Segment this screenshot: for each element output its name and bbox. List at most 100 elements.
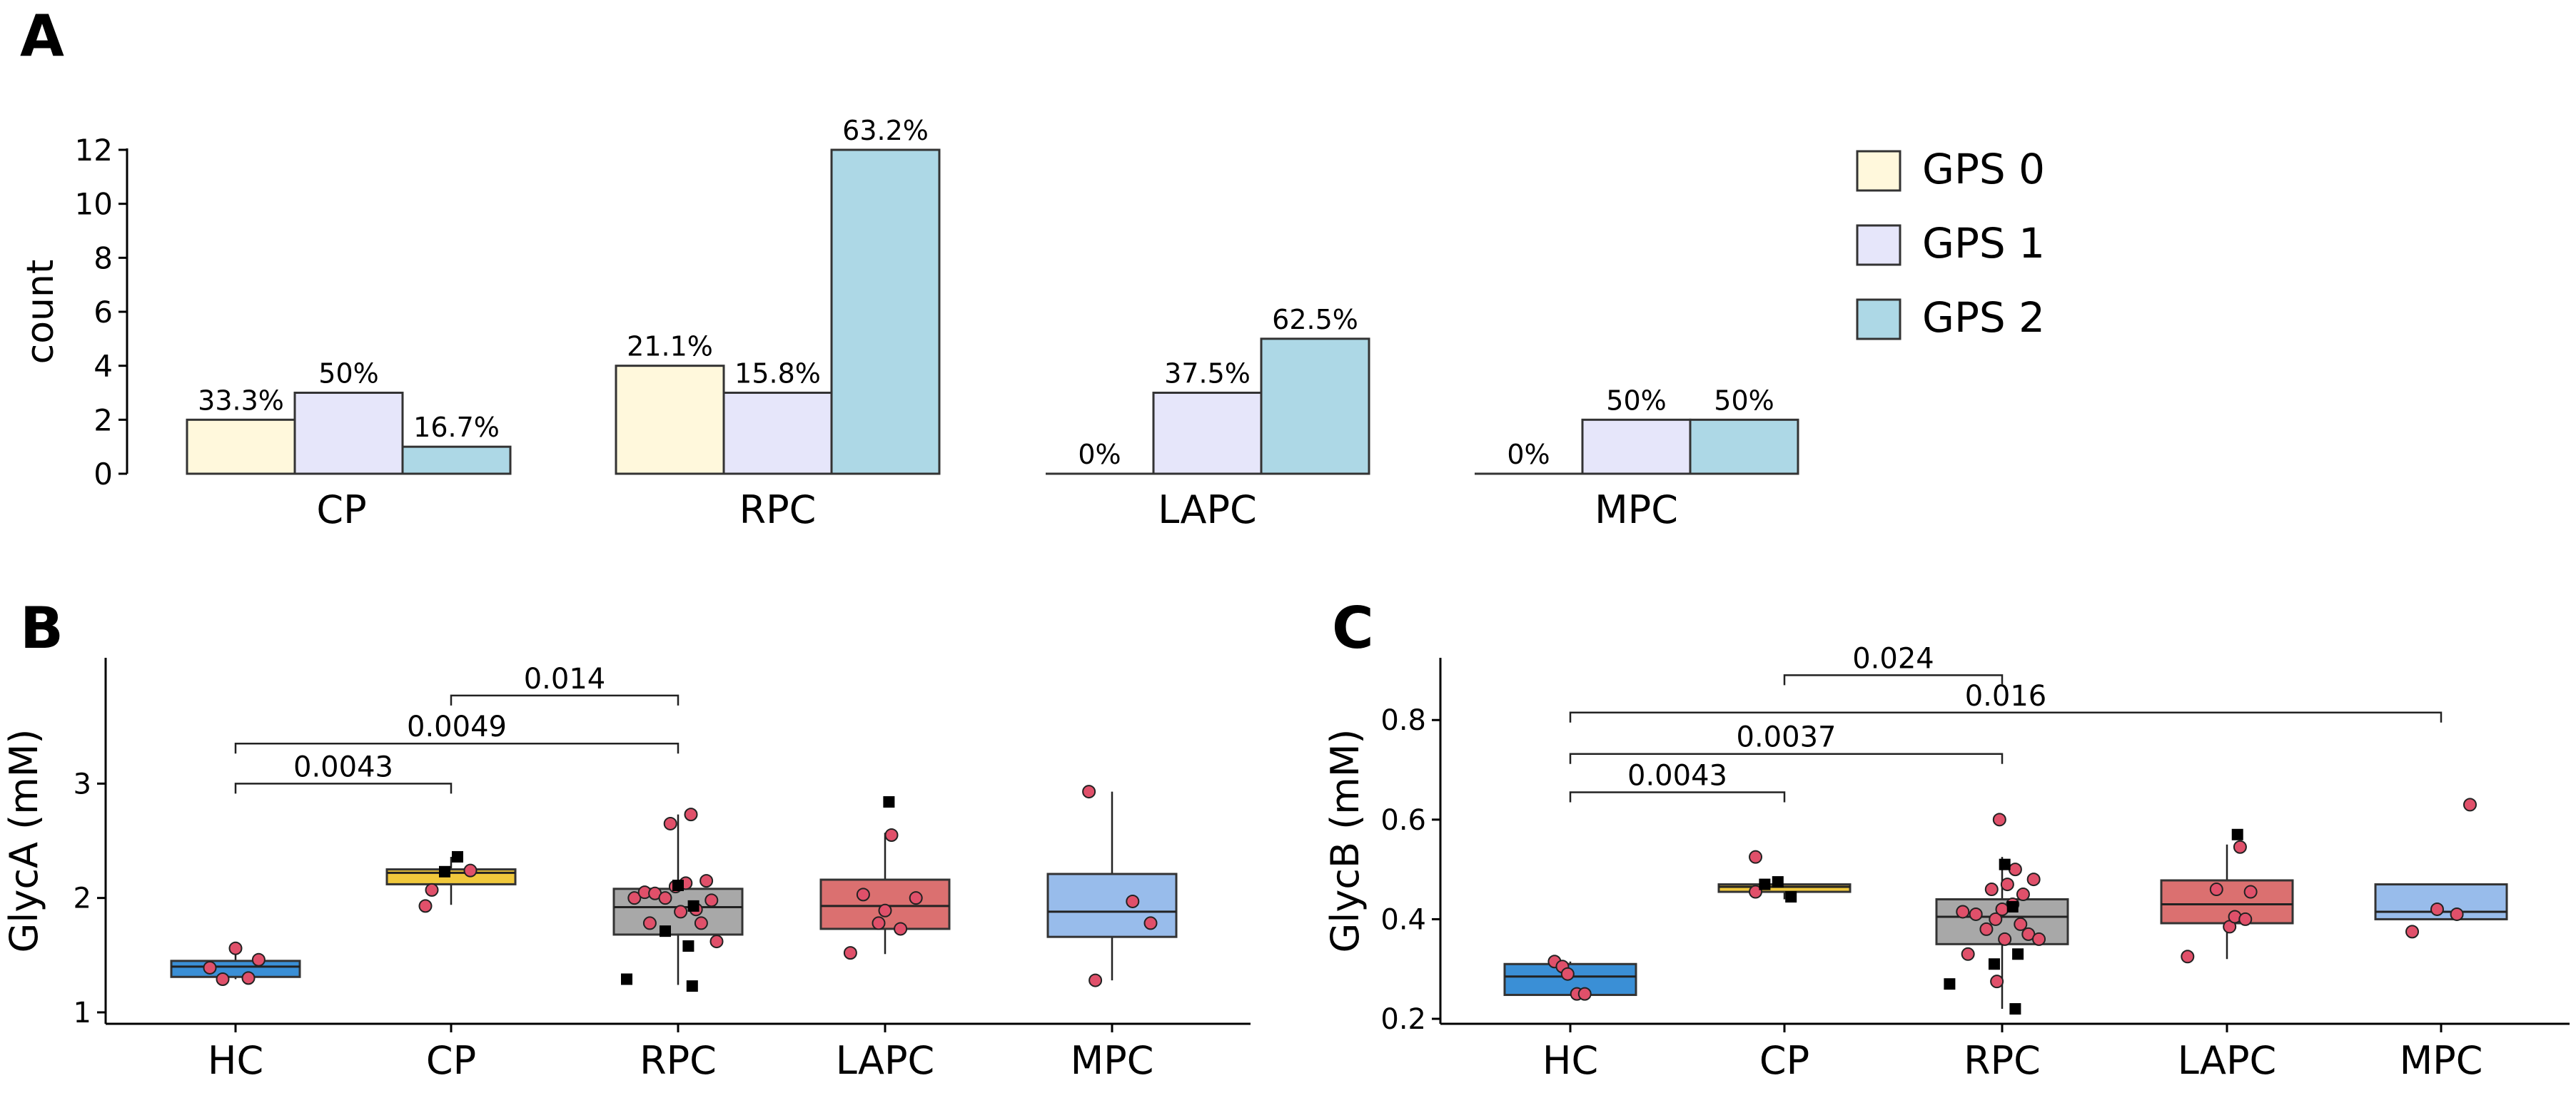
significance-p-value: 0.024	[1852, 642, 1934, 675]
bar-percent-label: 37.5%	[1164, 358, 1251, 390]
data-point-rpc	[1989, 912, 2003, 926]
significance-bracket	[1569, 753, 2004, 764]
data-point-square-cp	[452, 850, 463, 863]
data-point-rpc	[709, 935, 724, 949]
x-category-label-cp: CP	[316, 487, 366, 532]
y-tick-label: 2	[74, 883, 91, 915]
legend-label-gps1: GPS 1	[1922, 219, 2045, 268]
data-point-square-rpc	[2012, 948, 2024, 960]
data-point-lapc	[2243, 885, 2258, 899]
box-cp	[385, 868, 517, 885]
bar-mpc-gps1	[1581, 418, 1692, 475]
data-point-rpc	[2026, 873, 2041, 887]
data-point-rpc	[1969, 907, 1983, 921]
data-point-lapc	[878, 903, 892, 917]
data-point-mpc	[2405, 925, 2420, 939]
legend-swatch-gps1	[1856, 224, 1901, 266]
y-tick-label: 4	[94, 349, 113, 384]
bar-cp-gps1	[293, 392, 404, 475]
data-point-square-cp	[1772, 876, 1784, 888]
data-point-hc	[251, 952, 266, 967]
data-point-lapc	[843, 946, 857, 960]
data-point-mpc	[2450, 907, 2464, 921]
data-point-square-rpc	[1944, 978, 1956, 990]
data-point-square-rpc	[660, 925, 671, 937]
data-point-lapc	[909, 891, 923, 905]
data-point-square-rpc	[621, 973, 632, 985]
data-point-rpc	[2032, 932, 2046, 946]
data-point-square-rpc	[686, 980, 698, 992]
bar-cp-gps0	[186, 418, 296, 475]
y-tick-label: 1	[74, 997, 91, 1030]
data-point-lapc	[872, 916, 886, 930]
data-point-square-cp	[1759, 878, 1771, 890]
y-axis-title: GlycA (mM)	[1, 729, 46, 953]
data-point-hc	[228, 941, 243, 955]
data-point-rpc	[694, 916, 708, 930]
panel-b: B 1 2 3 GlycA (mM) HC CP RPC LAPC MPC 0.0043 0.0049…	[1, 595, 1251, 1083]
box-mpc	[1046, 873, 1178, 938]
x-category-label-lapc: LAPC	[2178, 1038, 2277, 1083]
box-lapc	[2160, 879, 2294, 925]
data-point-lapc	[2181, 950, 2195, 964]
bar-percent-label: 62.5%	[1272, 304, 1358, 335]
data-point-square-rpc	[2009, 1003, 2021, 1015]
bar-rpc-gps2	[830, 148, 941, 475]
data-point-square-lapc	[2231, 828, 2243, 840]
significance-bracket	[1569, 711, 2443, 723]
data-point-mpc	[1126, 894, 1140, 908]
significance-bracket	[1783, 674, 2004, 686]
y-tick-label: 0.8	[1380, 704, 1426, 737]
y-tick-label: 0	[94, 457, 113, 492]
bar-rpc-gps0	[615, 365, 725, 475]
data-point-square-cp	[1785, 891, 1797, 903]
data-point-rpc	[1992, 813, 2006, 827]
data-point-square-lapc	[883, 795, 895, 808]
data-point-rpc	[1998, 932, 2012, 946]
bar-percent-label: 50%	[318, 358, 378, 390]
x-category-label-lapc: LAPC	[836, 1038, 935, 1083]
panel-label-c: C	[1332, 595, 1374, 661]
data-point-lapc	[2233, 840, 2247, 854]
data-point-hc	[203, 960, 217, 975]
box-hc	[170, 960, 301, 978]
data-point-cp	[418, 899, 433, 913]
bar-percent-label: 50%	[1714, 385, 1774, 416]
data-point-rpc	[1956, 905, 1970, 919]
panel-a: A 0 2 4 6 8 10 12 count 33.3% 50% 16.7% CP 21.1% 15.8%…	[19, 3, 2045, 532]
x-category-label-rpc: RPC	[1964, 1038, 2041, 1083]
bar-percent-label: 0%	[1507, 439, 1550, 470]
data-point-square-rpc	[682, 940, 694, 952]
legend-swatch-gps2	[1856, 298, 1901, 340]
data-point-rpc	[2008, 863, 2022, 877]
data-point-lapc	[884, 828, 899, 842]
panel-label-a: A	[20, 3, 64, 69]
bar-cp-gps2	[401, 445, 512, 475]
legend-label-gps2: GPS 2	[1922, 293, 2045, 342]
y-tick-label: 8	[94, 240, 113, 275]
bar-percent-label: 33.3%	[198, 385, 284, 416]
data-point-cp	[463, 863, 478, 878]
data-point-mpc	[1143, 916, 1158, 930]
x-category-label-mpc: MPC	[1595, 487, 1678, 532]
y-tick-label: 0.4	[1380, 903, 1426, 936]
data-point-rpc	[704, 893, 719, 908]
data-point-rpc	[642, 916, 657, 930]
x-category-label-hc: HC	[1542, 1038, 1598, 1083]
data-point-cp	[1749, 850, 1763, 864]
bar-percent-label: 16.7%	[413, 412, 500, 443]
bar-mpc-gps2	[1689, 418, 1799, 475]
data-point-rpc	[627, 891, 642, 905]
bar-percent-label: 0%	[1078, 439, 1121, 470]
data-point-cp	[425, 883, 439, 897]
bar-percent-label: 15.8%	[734, 358, 821, 390]
y-tick-label: 12	[75, 133, 113, 168]
bar-lapc-gps2	[1260, 337, 1370, 475]
data-point-mpc	[2430, 902, 2444, 916]
y-axis-title: GlycB (mM)	[1323, 728, 1368, 952]
data-point-rpc	[1990, 975, 2004, 989]
x-category-label-mpc: MPC	[2400, 1038, 2483, 1083]
data-point-rpc	[684, 808, 698, 822]
y-tick-label: 3	[74, 768, 91, 800]
data-point-square-rpc	[2006, 900, 2019, 912]
